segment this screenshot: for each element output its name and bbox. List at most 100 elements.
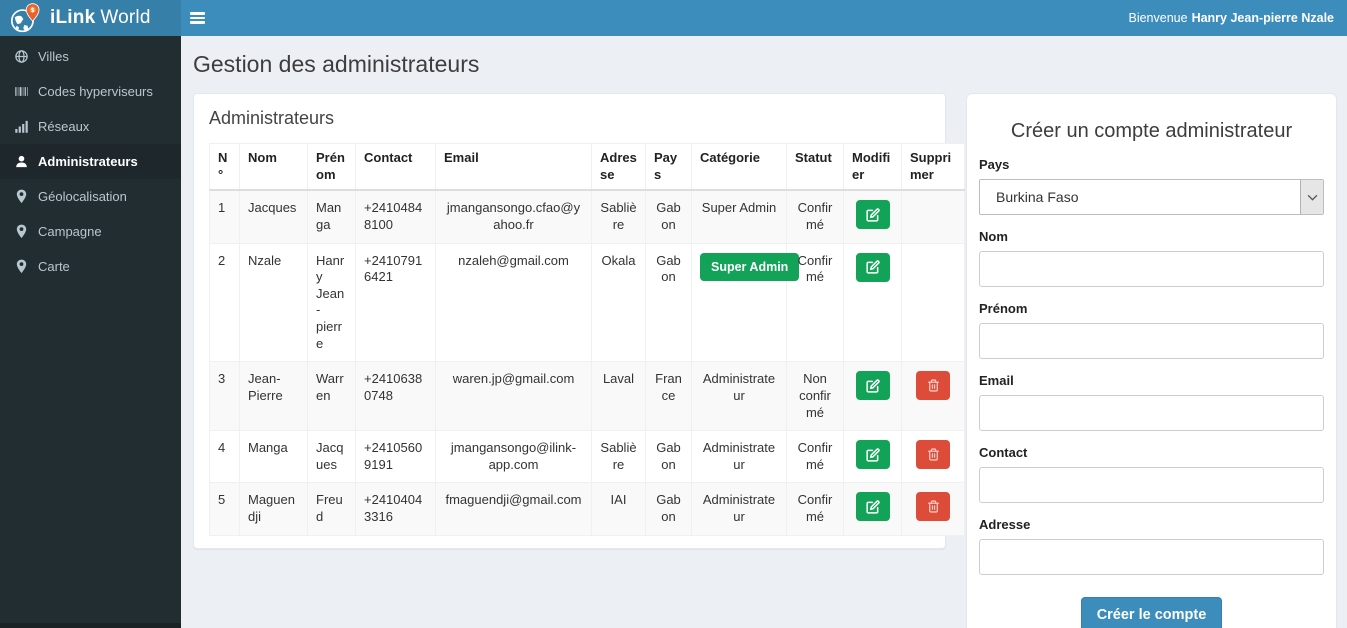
welcome-prefix: Bienvenue bbox=[1128, 11, 1188, 25]
cell-statut: Confirmé bbox=[786, 189, 844, 244]
adresse-label: Adresse bbox=[979, 517, 1031, 532]
sidebar-item-codes-hyperviseurs[interactable]: Codes hyperviseurs bbox=[0, 74, 181, 109]
sidebar-item-villes[interactable]: Villes bbox=[0, 39, 181, 74]
administrators-panel-title: Administrateurs bbox=[209, 108, 335, 128]
cell-num: 4 bbox=[209, 430, 240, 484]
pays-label: Pays bbox=[979, 157, 1010, 172]
sidebar-item-label: Administrateurs bbox=[38, 154, 138, 169]
cell-prenom: Jacques bbox=[307, 430, 356, 484]
field-email: Email bbox=[979, 373, 1324, 431]
cell-statut: Confirmé bbox=[786, 242, 844, 363]
col-header-pays: Pays bbox=[645, 143, 692, 192]
super-admin-badge-button[interactable]: Super Admin bbox=[700, 252, 800, 281]
field-adresse: Adresse bbox=[979, 517, 1324, 575]
prenom-label: Prénom bbox=[979, 301, 1028, 316]
cell-contact: +24104848100 bbox=[355, 189, 436, 244]
email-label: Email bbox=[979, 373, 1014, 388]
col-header-modifier: Modifier bbox=[843, 143, 902, 192]
cell-pays: Gabon bbox=[645, 189, 692, 244]
cell-adresse: Sablière bbox=[591, 189, 646, 244]
cell-supprimer bbox=[901, 430, 965, 484]
cell-email: jmangansongo@ilink-app.com bbox=[435, 430, 592, 484]
cell-adresse: Okala bbox=[591, 242, 646, 363]
cell-contact: +24106380748 bbox=[355, 361, 436, 432]
adresse-input[interactable] bbox=[979, 539, 1324, 575]
edit-admin-button[interactable] bbox=[855, 371, 890, 401]
cell-contact: +24105609191 bbox=[355, 430, 436, 484]
delete-admin-button[interactable] bbox=[916, 371, 950, 401]
cell-contact: +24107916421 bbox=[355, 242, 436, 363]
cell-nom: Jean-Pierre bbox=[239, 361, 308, 432]
trash-icon bbox=[927, 500, 939, 513]
cell-adresse: Sablière bbox=[591, 430, 646, 484]
cell-email: waren.jp@gmail.com bbox=[435, 361, 592, 432]
navbar: Bienvenue Hanry Jean-pierre Nzale bbox=[181, 0, 1347, 36]
ilink-world-logo-icon: $ bbox=[10, 2, 40, 32]
col-header-contact: Contact bbox=[355, 143, 436, 192]
sidebar-item-carte[interactable]: Carte bbox=[0, 249, 181, 284]
sidebar-item-label: Carte bbox=[38, 259, 70, 274]
cell-pays: Gabon bbox=[645, 482, 692, 536]
cell-pays: France bbox=[645, 361, 692, 432]
administrators-panel: Administrateurs N° Nom Prénom Contact Em… bbox=[193, 93, 965, 549]
admin-row: 1 Jacques Manga +24104848100 jmangansong… bbox=[209, 189, 965, 244]
edit-icon bbox=[865, 447, 880, 462]
cell-modifier bbox=[843, 430, 902, 484]
cell-nom: Jacques bbox=[239, 189, 308, 244]
cell-prenom: Warren bbox=[307, 361, 356, 432]
create-account-button[interactable]: Créer le compte bbox=[1080, 597, 1223, 628]
col-header-adresse: Adresse bbox=[591, 143, 646, 192]
cell-adresse: IAI bbox=[591, 482, 646, 536]
sidebar-item-administrateurs[interactable]: Administrateurs bbox=[0, 144, 181, 179]
cell-nom: Maguendji bbox=[239, 482, 308, 536]
cell-prenom: Manga bbox=[307, 189, 356, 244]
main-content: Gestion des administrateurs Administrate… bbox=[181, 36, 1347, 628]
delete-admin-button[interactable] bbox=[916, 440, 950, 470]
edit-icon bbox=[865, 260, 880, 274]
cell-categorie: Administrateur bbox=[691, 482, 787, 536]
prenom-input[interactable] bbox=[979, 323, 1324, 359]
cell-prenom: Hanry Jean-pierre bbox=[307, 242, 356, 363]
sidebar-item-reseaux[interactable]: Réseaux bbox=[0, 109, 181, 144]
pays-select[interactable]: Burkina Faso bbox=[979, 179, 1324, 215]
cell-supprimer bbox=[901, 361, 965, 432]
admin-row: 2 Nzale Hanry Jean-pierre +24107916421 n… bbox=[209, 242, 965, 363]
app-title: iLink World bbox=[50, 7, 151, 29]
col-header-supprimer: Supprimer bbox=[901, 143, 965, 192]
edit-admin-button[interactable] bbox=[855, 492, 890, 522]
sidebar-item-campagne[interactable]: Campagne bbox=[0, 214, 181, 249]
admin-row: 3 Jean-Pierre Warren +24106380748 waren.… bbox=[209, 361, 965, 432]
field-contact: Contact bbox=[979, 445, 1324, 503]
barcode-icon bbox=[15, 87, 28, 96]
app-title-regular: World bbox=[100, 7, 151, 28]
page-title: Gestion des administrateurs bbox=[193, 51, 480, 77]
field-prenom: Prénom bbox=[979, 301, 1324, 359]
cell-modifier bbox=[843, 242, 902, 363]
top-navbar: $ iLink World Bienvenue Hanry Jean-pierre… bbox=[0, 0, 1347, 36]
cell-num: 2 bbox=[209, 242, 240, 363]
cell-nom: Manga bbox=[239, 430, 308, 484]
cell-statut: Confirmé bbox=[786, 430, 844, 484]
sidebar-item-geolocalisation[interactable]: Géolocalisation bbox=[0, 179, 181, 214]
edit-admin-button[interactable] bbox=[855, 440, 890, 470]
globe-icon bbox=[15, 50, 28, 63]
edit-admin-button[interactable] bbox=[855, 200, 890, 230]
edit-admin-button[interactable] bbox=[855, 252, 890, 282]
col-header-email: Email bbox=[435, 143, 592, 192]
cell-categorie: Administrateur bbox=[691, 430, 787, 484]
contact-input[interactable] bbox=[979, 467, 1324, 503]
email-input[interactable] bbox=[979, 395, 1324, 431]
col-header-prenom: Prénom bbox=[307, 143, 356, 192]
cell-statut: Confirmé bbox=[786, 482, 844, 536]
trash-icon bbox=[927, 448, 939, 461]
administrators-table: N° Nom Prénom Contact Email Adresse Pays… bbox=[209, 143, 965, 536]
delete-admin-button[interactable] bbox=[916, 492, 950, 522]
cell-email: jmangansongo.cfao@yahoo.fr bbox=[435, 189, 592, 244]
sidebar-toggle-button[interactable] bbox=[181, 0, 213, 36]
trash-icon bbox=[927, 379, 939, 392]
cell-modifier bbox=[843, 482, 902, 536]
nom-input[interactable] bbox=[979, 251, 1324, 287]
sidebar-item-label: Villes bbox=[38, 49, 69, 64]
sidebar-menu: Villes Codes hyperviseurs Réseaux Admini… bbox=[0, 36, 181, 284]
col-header-categorie: Catégorie bbox=[691, 143, 787, 192]
